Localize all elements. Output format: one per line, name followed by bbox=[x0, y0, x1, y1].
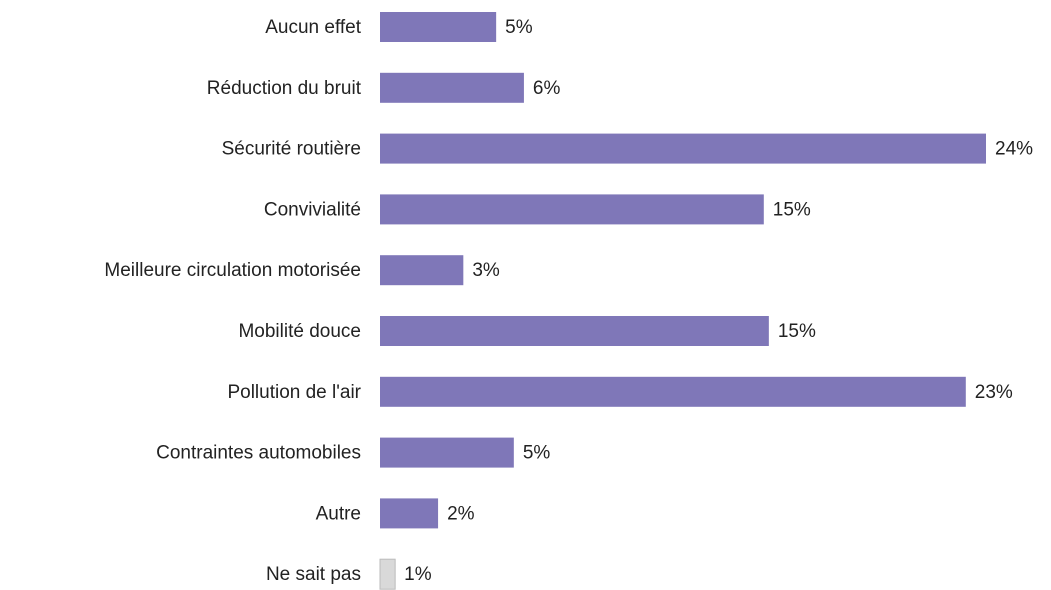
bar bbox=[380, 376, 966, 407]
category-label: Sécurité routière bbox=[222, 139, 361, 160]
bar bbox=[379, 558, 396, 590]
category-label: Ne sait pas bbox=[266, 564, 361, 585]
bar bbox=[380, 498, 439, 529]
value-label: 3% bbox=[472, 260, 500, 281]
category-label: Pollution de l'air bbox=[227, 382, 361, 403]
bar bbox=[380, 12, 497, 42]
category-label: Mobilité douce bbox=[238, 321, 361, 342]
bar bbox=[380, 316, 769, 346]
value-label: 23% bbox=[975, 382, 1013, 403]
bar bbox=[380, 437, 514, 468]
bar bbox=[380, 194, 764, 225]
value-label: 6% bbox=[533, 78, 561, 99]
value-label: 15% bbox=[773, 199, 811, 220]
value-label: 5% bbox=[523, 443, 551, 464]
category-label: Réduction du bruit bbox=[207, 78, 362, 99]
value-label: 5% bbox=[505, 17, 533, 38]
category-label: Aucun effet bbox=[265, 17, 362, 38]
bar bbox=[380, 72, 524, 103]
category-label: Meilleure circulation motorisée bbox=[104, 260, 361, 281]
bar bbox=[380, 133, 986, 164]
value-label: 15% bbox=[778, 321, 816, 342]
bar bbox=[380, 255, 464, 286]
value-label: 2% bbox=[447, 503, 475, 524]
value-label: 24% bbox=[995, 139, 1033, 160]
category-label: Convivialité bbox=[264, 199, 361, 220]
category-label: Autre bbox=[316, 503, 361, 524]
value-label: 1% bbox=[404, 564, 432, 585]
category-label: Contraintes automobiles bbox=[156, 443, 361, 464]
